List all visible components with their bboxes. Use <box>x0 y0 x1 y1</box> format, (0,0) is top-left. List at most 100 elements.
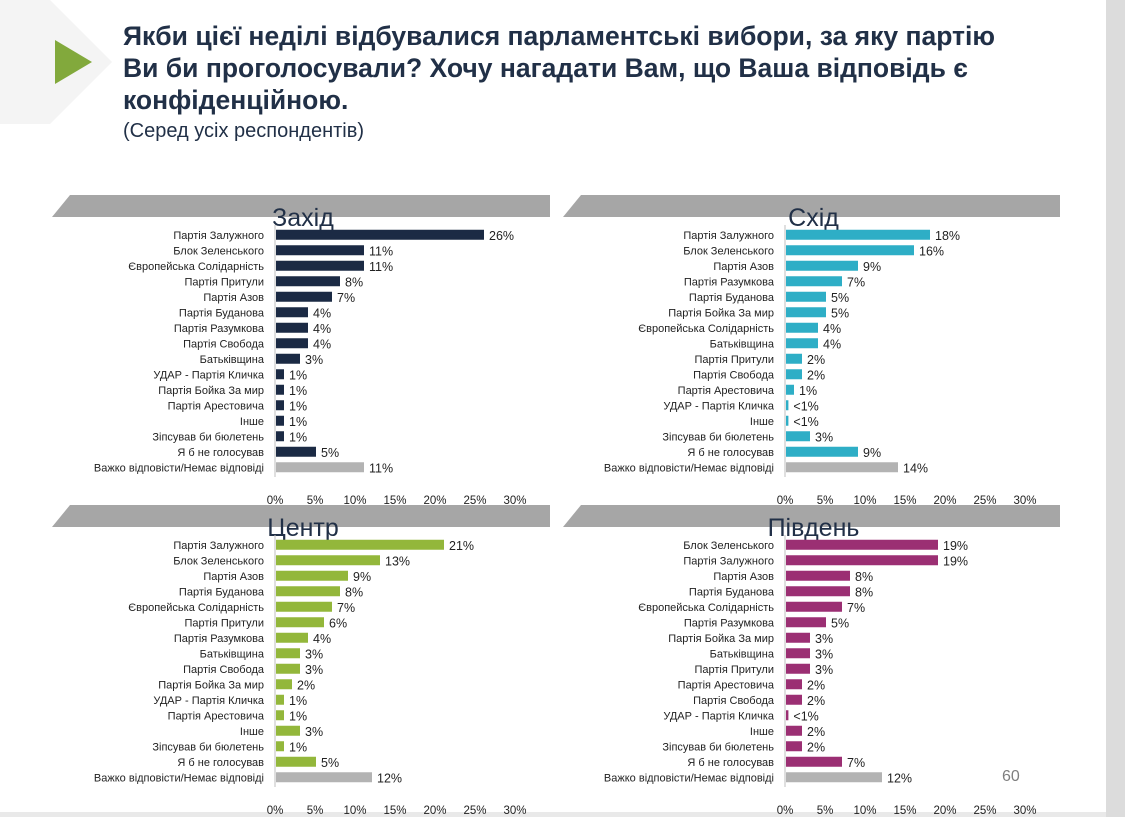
chart-east-tick-label: 5% <box>817 495 834 507</box>
chart-south-bar <box>786 539 938 550</box>
chart-west-value-label: 11% <box>369 244 393 258</box>
chart-west-bar <box>276 322 308 333</box>
chart-south-tick-label: 0% <box>777 805 794 817</box>
chart-west-value-label: 3% <box>305 353 323 367</box>
chart-west-value-label: 5% <box>321 446 339 460</box>
chart-south-value-label: 8% <box>855 570 873 584</box>
chart-south-bar <box>786 756 842 767</box>
chart-west-tick-label: 5% <box>307 495 324 507</box>
chart-west-bar <box>276 415 284 426</box>
chart-west-tick-label: 25% <box>463 495 486 507</box>
chart-center-value-label: 7% <box>337 601 355 615</box>
chart-south-category-label: Партія Буданова <box>689 586 775 598</box>
chart-center-category-label: Важко відповісти/Немає відповіді <box>94 772 264 784</box>
chart-center-bar <box>276 586 340 597</box>
chart-east-category-label: УДАР - Партія Кличка <box>663 400 775 412</box>
chart-center-bar <box>276 632 308 643</box>
chart-west-category-label: Партія Азов <box>203 292 264 304</box>
chart-center-category-label: Партія Арестовича <box>168 710 265 722</box>
chart-south-value-label: 12% <box>887 771 912 785</box>
chart-center-tick-label: 0% <box>267 805 284 817</box>
chart-east-tick-label: 30% <box>1013 495 1036 507</box>
chart-east-bar <box>786 276 842 287</box>
chart-south-category-label: Партія Арестовича <box>678 679 775 691</box>
chart-east-value-label: 5% <box>831 291 849 305</box>
chart-south-value-label: 19% <box>943 539 968 553</box>
chart-east-value-label: 3% <box>815 430 833 444</box>
chart-west-bar <box>276 400 284 411</box>
chart-south-value-label: 2% <box>807 694 825 708</box>
chart-south-value-label: 8% <box>855 585 873 599</box>
chart-center-bar <box>276 756 316 767</box>
chart-west-category-label: Важко відповісти/Немає відповіді <box>94 462 264 474</box>
chart-east-bar <box>786 462 898 473</box>
chart-west-title: Захід <box>272 204 334 232</box>
chart-west-bar <box>276 291 332 302</box>
chart-center-title: Центр <box>267 514 339 542</box>
chart-east-value-label: <1% <box>793 415 818 429</box>
chart-east-bar <box>786 229 930 240</box>
chart-west-tick-label: 0% <box>267 495 284 507</box>
chart-south-category-label: Важко відповісти/Немає відповіді <box>604 772 774 784</box>
chart-south-tick-label: 30% <box>1013 805 1036 817</box>
chart-center-bar <box>276 663 300 674</box>
chart-east-category-label: Я б не голосував <box>687 447 774 459</box>
chart-east-category-label: Блок Зеленського <box>683 245 774 257</box>
chart-center-category-label: Інше <box>240 726 264 738</box>
chart-center-category-label: Партія Свобода <box>183 664 265 676</box>
chart-center-category-label: Блок Зеленського <box>173 555 264 567</box>
chart-west-value-label: 1% <box>289 415 307 429</box>
chart-center-value-label: 1% <box>289 740 307 754</box>
chart-south-value-label: 2% <box>807 740 825 754</box>
chart-east-bar <box>786 338 818 349</box>
chart-south-value-label: 7% <box>847 756 865 770</box>
chart-south-value-label: 2% <box>807 678 825 692</box>
chart-center-bar <box>276 772 372 783</box>
chart-east-bar <box>786 415 789 426</box>
chart-center-bar <box>276 570 348 581</box>
chart-east-value-label: 4% <box>823 337 841 351</box>
chart-south-bar <box>786 741 802 752</box>
chart-center-category-label: Партія Азов <box>203 571 264 583</box>
chart-south-category-label: Батьківщина <box>710 648 775 660</box>
chart-west-bar <box>276 307 308 318</box>
chart-center-bar <box>276 679 292 690</box>
chart-west-value-label: 26% <box>489 229 514 243</box>
chart-south-bar <box>786 772 882 783</box>
chart-south-value-label: 5% <box>831 616 849 630</box>
chart-east-category-label: Партія Притули <box>694 354 774 366</box>
chart-center-tick-label: 30% <box>503 805 526 817</box>
chart-east-bar <box>786 431 810 442</box>
chart-south-bar <box>786 725 802 736</box>
chart-west-tick-label: 20% <box>423 495 446 507</box>
chart-south-category-label: Партія Разумкова <box>684 617 775 629</box>
chart-east-category-label: Інше <box>750 416 774 428</box>
chart-south-bar <box>786 586 850 597</box>
chart-east-bar <box>786 291 826 302</box>
chart-west-bar <box>276 384 284 395</box>
chart-center-value-label: 12% <box>377 771 402 785</box>
chart-center-bar <box>276 539 444 550</box>
chart-east-category-label: Зіпсував би бюлетень <box>662 431 774 443</box>
chart-center-bar <box>276 710 284 721</box>
chart-west-bar <box>276 276 340 287</box>
chart-west-category-label: Партія Залужного <box>173 230 264 242</box>
chart-south-bar <box>786 648 810 659</box>
chart-west-value-label: 4% <box>313 337 331 351</box>
chart-east-value-label: 7% <box>847 275 865 289</box>
chart-east-value-label: 2% <box>807 368 825 382</box>
corner-decoration <box>0 0 112 124</box>
chart-center-value-label: 5% <box>321 756 339 770</box>
chart-center-bar <box>276 694 284 705</box>
edge-strip <box>1106 0 1125 817</box>
chart-south-bar <box>786 694 802 705</box>
chart-center-value-label: 21% <box>449 539 474 553</box>
chart-center-value-label: 4% <box>313 632 331 646</box>
chart-south-value-label: <1% <box>793 709 818 723</box>
chart-west-bar <box>276 431 284 442</box>
chart-east-bar <box>786 353 802 364</box>
chart-south-category-label: Партія Азов <box>713 571 774 583</box>
chart-west-value-label: 11% <box>369 260 393 274</box>
chart-west-category-label: Партія Притули <box>184 276 264 288</box>
